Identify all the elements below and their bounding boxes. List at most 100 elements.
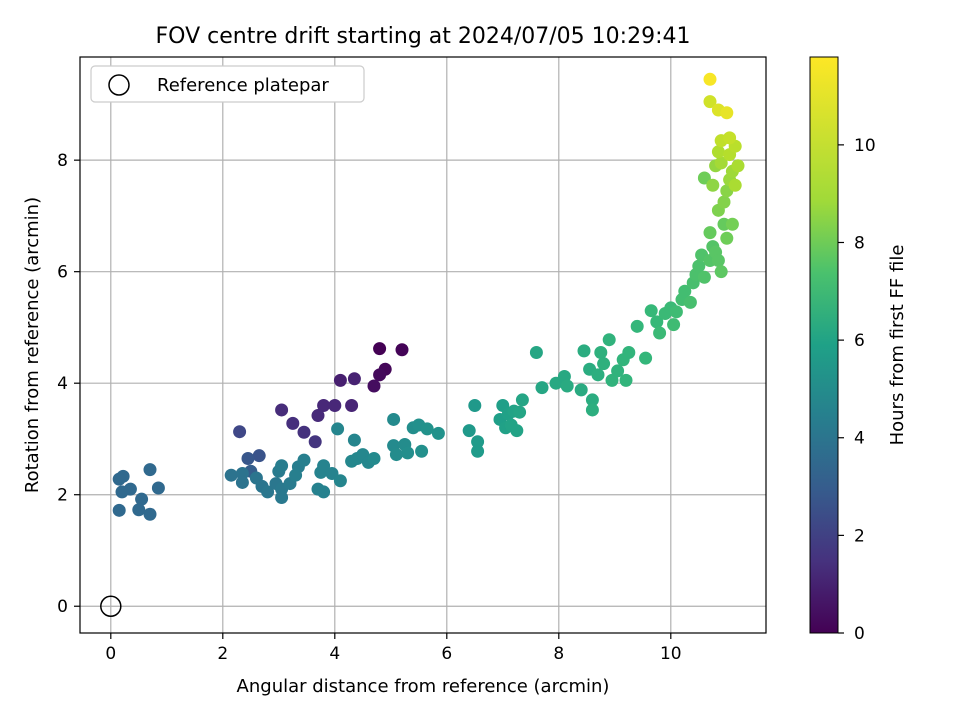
data-point (510, 424, 524, 438)
legend-box (90, 65, 365, 103)
data-point (560, 379, 574, 393)
data-point (529, 346, 543, 360)
data-point (611, 364, 625, 378)
data-point (711, 254, 725, 268)
data-point (703, 95, 717, 109)
data-point (143, 507, 157, 521)
data-point (297, 425, 311, 439)
data-point (401, 446, 415, 460)
data-point (720, 106, 734, 120)
data-point (143, 463, 157, 477)
plot-frame (79, 56, 767, 634)
data-point (325, 467, 339, 481)
x-tick-label: 0 (105, 644, 116, 664)
data-point (420, 422, 434, 436)
data-point (622, 346, 636, 360)
data-point (585, 393, 599, 407)
data-point (241, 451, 255, 465)
data-point (308, 435, 322, 449)
data-point (630, 319, 644, 333)
legend: Reference platepar (90, 65, 365, 103)
data-point (653, 326, 667, 340)
x-tick-label: 10 (660, 644, 682, 664)
data-point (515, 393, 529, 407)
data-point (535, 381, 549, 395)
y-tick-label: 2 (57, 486, 68, 506)
data-point (132, 503, 146, 517)
data-point (577, 344, 591, 358)
data-points (112, 72, 745, 521)
data-point (720, 231, 734, 245)
data-point (252, 449, 266, 463)
x-tick-label: 6 (441, 644, 452, 664)
data-point (602, 333, 616, 347)
reference-point (100, 595, 122, 617)
legend-label: Reference platepar (157, 75, 329, 96)
y-tick-label: 6 (57, 263, 68, 283)
data-point (605, 373, 619, 387)
data-point (289, 468, 303, 482)
data-point (235, 467, 249, 481)
data-point (328, 398, 342, 412)
data-point (373, 368, 387, 382)
x-axis-label: Angular distance from reference (arcmin) (237, 676, 610, 697)
x-axis-ticks: 0 2 4 6 8 10 (105, 633, 682, 664)
data-point (619, 373, 633, 387)
colorbar-tick-label: 4 (854, 429, 865, 449)
data-point (683, 295, 697, 309)
data-point (389, 448, 403, 462)
data-point (373, 342, 387, 356)
data-point (714, 265, 728, 279)
data-point (297, 453, 311, 467)
chart-title: FOV centre drift starting at 2024/07/05 … (156, 24, 691, 49)
x-tick-label: 8 (553, 644, 564, 664)
colorbar-ticks: 0 2 4 6 8 10 (838, 136, 876, 644)
data-point (115, 485, 129, 499)
data-point (235, 475, 249, 489)
data-point (471, 435, 485, 449)
data-point (333, 474, 347, 488)
data-point (725, 217, 739, 231)
data-point (471, 444, 485, 458)
colorbar-tick-label: 0 (854, 624, 865, 644)
data-point (261, 485, 275, 499)
data-point (347, 433, 361, 447)
data-point (697, 171, 711, 185)
data-point (728, 178, 742, 192)
data-point (513, 405, 527, 419)
data-point (151, 481, 165, 495)
y-axis-ticks: 0 2 4 6 8 (57, 151, 80, 617)
colorbar: 0 2 4 6 8 10 Hours from first FF file (809, 56, 908, 644)
data-point (317, 398, 331, 412)
data-point (387, 412, 401, 426)
data-point (311, 409, 325, 423)
y-tick-label: 4 (57, 374, 68, 394)
data-point (431, 426, 445, 440)
data-point (717, 195, 731, 209)
data-point (275, 459, 289, 473)
colorbar-label: Hours from first FF file (887, 245, 908, 446)
data-point (706, 178, 720, 192)
data-point (731, 159, 745, 173)
data-point (678, 284, 692, 298)
data-point (703, 72, 717, 86)
data-point (333, 373, 347, 387)
legend-marker (108, 74, 130, 96)
data-point (692, 259, 706, 273)
data-point (574, 383, 588, 397)
colorbar-tick-label: 10 (854, 136, 876, 156)
data-point (723, 131, 737, 145)
data-point (711, 145, 725, 159)
colorbar-tick-label: 2 (854, 526, 865, 546)
data-point (331, 422, 345, 436)
data-point (112, 472, 126, 486)
data-point (286, 416, 300, 430)
y-tick-label: 0 (57, 597, 68, 617)
data-point (233, 425, 247, 439)
colorbar-tick-label: 8 (854, 233, 865, 253)
data-point (650, 315, 664, 329)
y-axis-label: Rotation from reference (arcmin) (22, 197, 43, 493)
data-point (367, 451, 381, 465)
reference-marker (100, 595, 122, 617)
